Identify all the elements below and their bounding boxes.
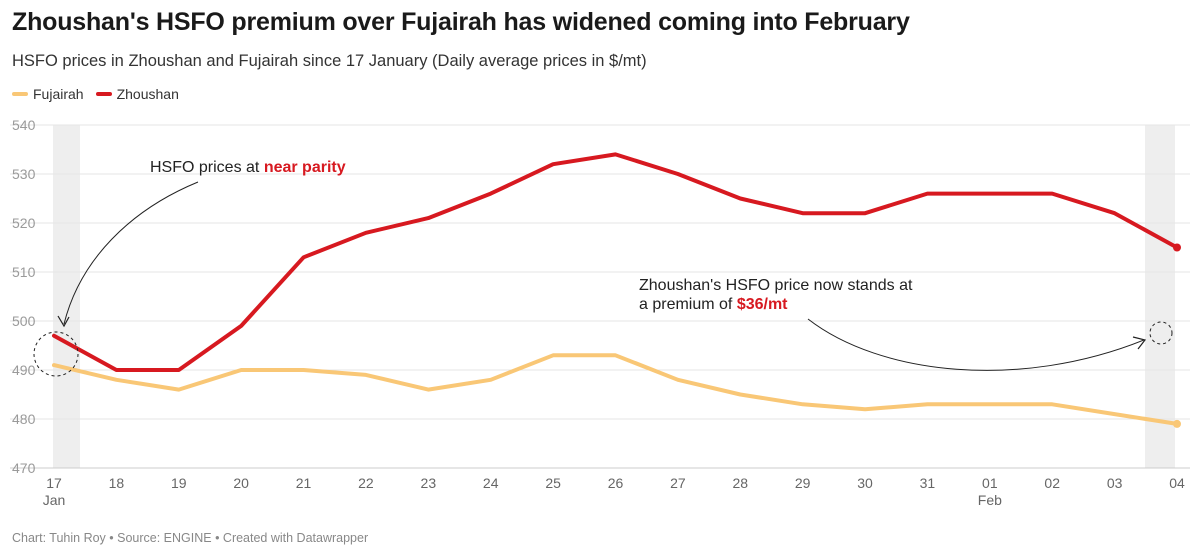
annotation-premium-highlight: $36/mt bbox=[737, 296, 788, 313]
x-tick-19: 19 bbox=[171, 475, 187, 491]
x-tick-24: 24 bbox=[483, 475, 499, 491]
x-tick-27: 27 bbox=[670, 475, 686, 491]
legend-label-zhoushan: Zhoushan bbox=[116, 86, 179, 102]
annotation-premium-line2: a premium of $36/mt bbox=[639, 296, 788, 313]
legend-swatch-zhoushan bbox=[95, 92, 112, 96]
y-tick-480: 480 bbox=[12, 411, 36, 427]
y-axis-ticks: 470 480 490 500 510 520 530 540 bbox=[12, 117, 36, 476]
series-line-fujairah bbox=[52, 353, 1179, 426]
legend: Fujairah Zhoushan bbox=[12, 86, 191, 102]
y-tick-490: 490 bbox=[12, 362, 36, 378]
annotation-near-parity-text: HSFO prices at bbox=[150, 159, 264, 176]
annotation-circle-end bbox=[1149, 321, 1173, 345]
x-subtick-Jan: Jan bbox=[43, 492, 66, 508]
x-tick-03: 03 bbox=[1107, 475, 1123, 491]
y-tick-530: 530 bbox=[12, 166, 36, 182]
y-tick-500: 500 bbox=[12, 313, 36, 329]
annotation-arrow-premium bbox=[807, 318, 1145, 371]
y-tick-520: 520 bbox=[12, 215, 36, 231]
x-tick-21: 21 bbox=[296, 475, 312, 491]
x-tick-01: 01 bbox=[982, 475, 998, 491]
annotations: HSFO prices at near parity Zhoushan's HS… bbox=[33, 159, 1173, 377]
x-tick-02: 02 bbox=[1044, 475, 1060, 491]
x-tick-20: 20 bbox=[233, 475, 249, 491]
y-tick-470: 470 bbox=[12, 460, 36, 476]
series-endpoint-fujairah bbox=[1173, 419, 1181, 428]
annotation-arrowhead-near-parity bbox=[57, 315, 70, 328]
highlight-bands bbox=[53, 125, 1175, 468]
x-tick-26: 26 bbox=[608, 475, 624, 491]
x-tick-29: 29 bbox=[795, 475, 811, 491]
series-endpoint-zhoushan bbox=[1173, 243, 1181, 252]
highlight-band-end bbox=[1145, 125, 1175, 468]
legend-item-fujairah: Fujairah bbox=[12, 86, 84, 102]
annotation-circle-start bbox=[33, 331, 79, 377]
gridlines bbox=[10, 124, 1190, 469]
x-tick-04: 04 bbox=[1169, 475, 1185, 491]
annotation-near-parity-highlight: near parity bbox=[264, 159, 346, 176]
series-line-zhoushan bbox=[52, 152, 1179, 372]
x-tick-22: 22 bbox=[358, 475, 374, 491]
legend-item-zhoushan: Zhoushan bbox=[95, 86, 179, 102]
legend-label-fujairah: Fujairah bbox=[33, 86, 84, 102]
series-lines bbox=[52, 152, 1181, 428]
x-tick-31: 31 bbox=[920, 475, 936, 491]
y-tick-540: 540 bbox=[12, 117, 36, 133]
chart-subtitle: HSFO prices in Zhoushan and Fujairah sin… bbox=[12, 52, 647, 70]
chart-title: Zhoushan's HSFO premium over Fujairah ha… bbox=[12, 8, 910, 36]
chart-footer: Chart: Tuhin Roy • Source: ENGINE • Crea… bbox=[12, 531, 369, 545]
annotation-premium-line1: Zhoushan's HSFO price now stands at bbox=[639, 277, 913, 294]
x-tick-28: 28 bbox=[732, 475, 748, 491]
x-tick-18: 18 bbox=[109, 475, 125, 491]
annotation-arrowhead-premium bbox=[1132, 336, 1147, 350]
legend-swatch-fujairah bbox=[12, 92, 28, 96]
annotation-premium-text: a premium of bbox=[639, 296, 737, 313]
x-subtick-Feb: Feb bbox=[978, 492, 1002, 508]
annotation-arrow-near-parity bbox=[63, 181, 199, 325]
x-tick-30: 30 bbox=[857, 475, 873, 491]
x-tick-23: 23 bbox=[421, 475, 437, 491]
y-tick-510: 510 bbox=[12, 264, 36, 280]
x-tick-17: 17 bbox=[46, 475, 62, 491]
highlight-band-start bbox=[53, 125, 80, 468]
annotation-near-parity: HSFO prices at near parity bbox=[150, 159, 346, 176]
x-tick-25: 25 bbox=[545, 475, 561, 491]
